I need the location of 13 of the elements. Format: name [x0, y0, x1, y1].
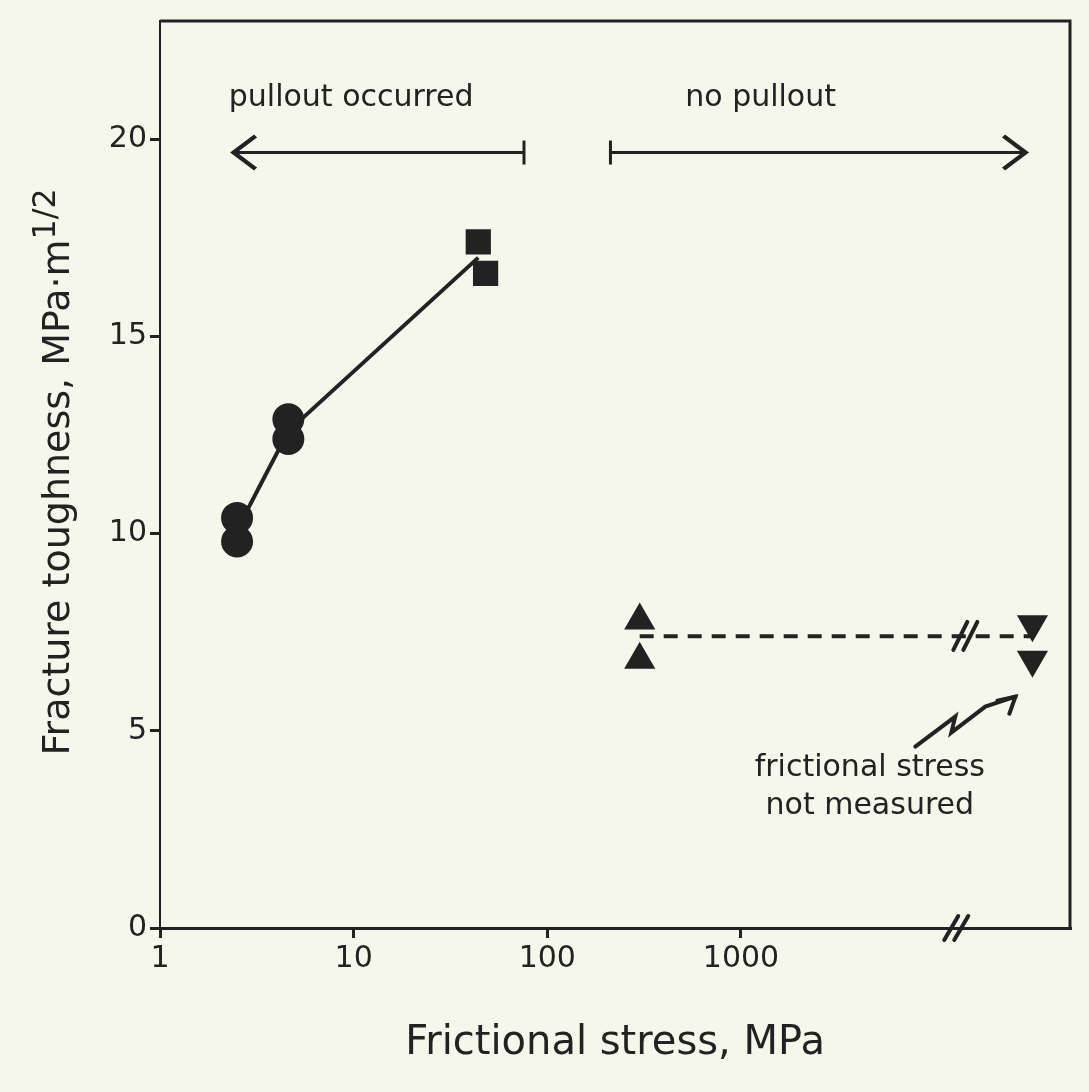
y-tick-label: 15	[108, 316, 147, 352]
y-tick-label: 5	[127, 710, 147, 746]
y-tick-label: 10	[108, 513, 147, 549]
y-tick-label: 20	[108, 119, 147, 155]
x-tick-label: 1	[150, 938, 170, 974]
annotation: frictional stress not measured	[754, 748, 985, 822]
y-tick-label: 0	[127, 907, 147, 943]
x-tick-label: 1000	[702, 938, 780, 974]
x-tick-label: 10	[334, 938, 373, 974]
annotation: no pullout	[685, 77, 837, 113]
x-axis-title: Frictional stress, MPa	[405, 1017, 825, 1064]
annotation: pullout occurred	[228, 77, 474, 113]
x-tick-label: 100	[518, 938, 576, 974]
